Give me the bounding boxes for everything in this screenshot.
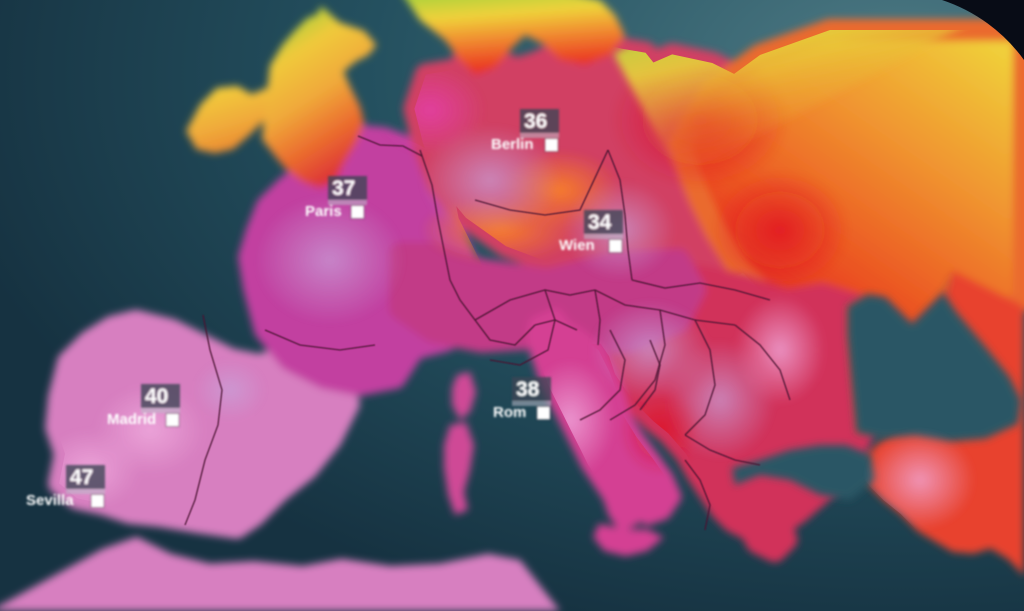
svg-text:34: 34: [588, 211, 612, 234]
svg-text:37: 37: [332, 177, 355, 200]
svg-text:Berlin: Berlin: [491, 136, 534, 153]
svg-text:38: 38: [516, 378, 540, 401]
svg-text:47: 47: [70, 466, 93, 489]
svg-text:36: 36: [524, 110, 547, 133]
svg-text:Rom: Rom: [493, 404, 526, 421]
svg-text:Sevilla: Sevilla: [26, 492, 74, 509]
svg-text:Paris: Paris: [305, 203, 342, 220]
svg-text:40: 40: [145, 385, 168, 408]
svg-text:Madrid: Madrid: [107, 411, 156, 428]
svg-text:Wien: Wien: [559, 237, 595, 254]
